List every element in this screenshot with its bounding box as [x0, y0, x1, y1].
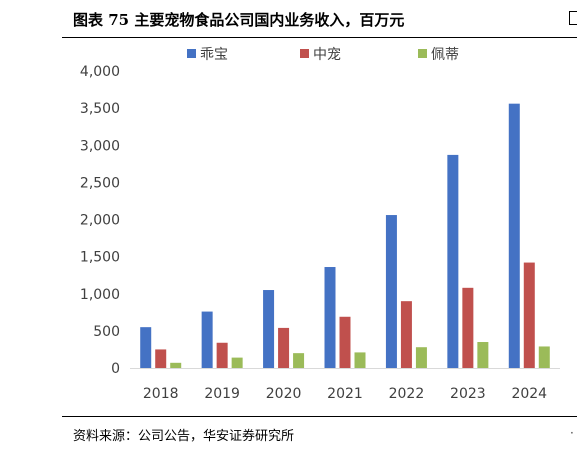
bar: [385, 215, 397, 368]
y-tick-label: 2,500: [80, 175, 120, 191]
y-tick-label: 1,500: [80, 250, 120, 266]
bar: [216, 342, 228, 368]
bar: [523, 262, 535, 368]
y-tick-label: 3,000: [80, 138, 120, 154]
top-rule: [62, 37, 577, 38]
legend-swatch: [418, 49, 427, 58]
legend-swatch: [300, 49, 309, 58]
bar: [447, 154, 459, 368]
bar: [400, 301, 412, 368]
x-tick-label: 2024: [511, 386, 547, 402]
bar: [477, 342, 489, 368]
y-tick-label: 3,500: [80, 101, 120, 117]
y-tick-label: 1,000: [80, 287, 120, 303]
bar: [324, 267, 336, 368]
bar: [339, 316, 351, 368]
legend-label: 中宠: [313, 47, 341, 63]
y-tick-label: 4,000: [80, 64, 120, 80]
y-tick-label: 2,000: [80, 213, 120, 229]
y-tick-label: 0: [111, 361, 120, 377]
bar: [231, 357, 243, 368]
figure-title: 图表 75 主要宠物食品公司国内业务收入，百万元: [73, 11, 405, 29]
y-tick-label: 500: [93, 324, 120, 340]
legend-label: 乖宝: [200, 47, 228, 63]
bar: [155, 349, 167, 368]
bar: [278, 327, 290, 368]
bar: [508, 103, 520, 369]
bar: [170, 362, 182, 368]
x-tick-label: 2023: [450, 386, 486, 402]
cropped-glyph: ·: [570, 426, 574, 440]
title-row: 图表 75 主要宠物食品公司国内业务收入，百万元: [0, 0, 577, 36]
bar: [415, 347, 427, 368]
bar: [140, 327, 152, 368]
x-tick-label: 2022: [389, 386, 425, 402]
bar-chart: 乖宝 中宠 佩蒂 0 500 1,000 1,500 2,000 2,500 3,000 3,500…: [80, 47, 560, 402]
x-tick-label: 2018: [143, 386, 179, 402]
bar: [538, 346, 550, 368]
bar: [201, 311, 213, 368]
legend-swatch: [187, 49, 196, 58]
x-tick-label: 2020: [266, 386, 302, 402]
source-note: 资料来源：公司公告，华安证券研究所: [73, 429, 295, 444]
bottom-rule: [62, 416, 577, 417]
bar: [462, 287, 474, 368]
x-tick-label: 2019: [204, 386, 240, 402]
cropped-mark: [569, 11, 577, 25]
legend-label: 佩蒂: [431, 47, 459, 63]
x-tick-label: 2021: [327, 386, 363, 402]
bar: [354, 352, 366, 368]
bar: [293, 353, 305, 368]
bar: [263, 290, 275, 368]
